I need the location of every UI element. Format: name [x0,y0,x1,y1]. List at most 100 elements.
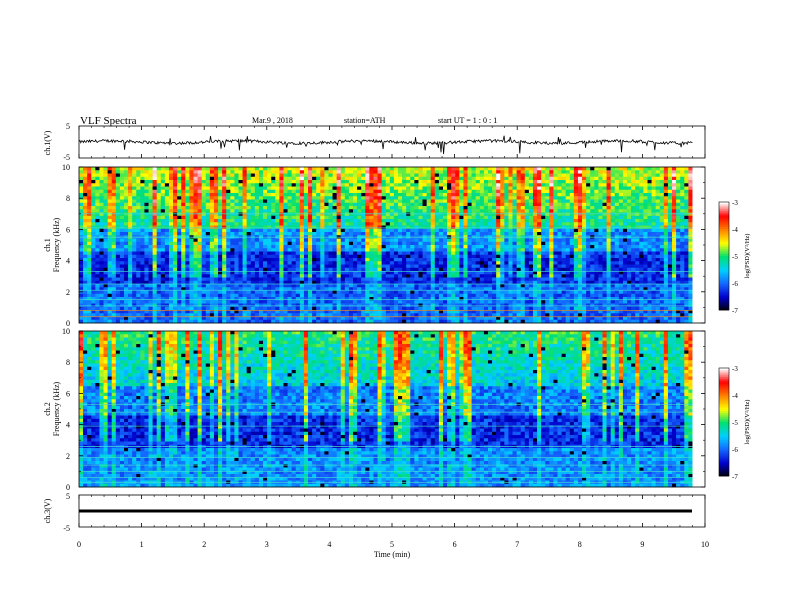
frequency-tick-label: 0 [66,319,70,328]
ch3-waveform-panel: 5 -5 ch.3(V) 0 1 2 3 4 5 6 7 8 9 10 Time (min) [43,492,709,559]
colorbar-tick-label: -3 [732,199,738,207]
colorbar-segment [719,387,729,390]
ch1-waveform-panel: 5 -5 ch.1(V) [43,122,706,162]
colorbar-segment [719,259,729,262]
colorbar-segment [719,427,729,430]
colorbar-segment [719,236,729,239]
colorbar-segment [719,207,729,210]
colorbar-segment [719,272,729,275]
colorbar-segment [719,450,729,453]
colorbar-segment [719,375,729,378]
colorbar-segment [719,438,729,441]
colorbar-segment [719,234,729,237]
colorbar-segment [719,288,729,291]
time-xlabel: Time (min) [374,550,411,559]
colorbar-segment [719,436,729,439]
colorbar-segment [719,458,729,461]
colorbar-segment [719,261,729,264]
colorbar-segment [719,270,729,273]
colorbar-segment [719,423,729,426]
colorbar-segment [719,474,729,477]
colorbar-segment [719,229,729,232]
colorbar-segment [719,266,729,269]
colorbar-segment [719,422,729,425]
colorbar-segment [719,420,729,423]
colorbar-segment [719,432,729,435]
ch3-waveform-ticks [78,495,706,527]
colorbar-segment [719,405,729,408]
colorbar-segment [719,386,729,389]
colorbar-segment [719,380,729,383]
colorbar-segment [719,304,729,307]
ch3-ytick-bottom: -5 [63,524,70,533]
colorbar-segment [719,238,729,241]
colorbar-segment [719,398,729,401]
colorbar-segment [719,414,729,417]
colorbar-segment [719,277,729,280]
ch1-colorbar: -3 -4 -5 -6 -7 log(PSD)(V²/Hz) [718,199,751,315]
frequency-tick-label: 2 [66,288,70,297]
colorbar-tick-label: -7 [732,473,738,481]
colorbar-segment [719,373,729,376]
colorbar-segment [719,218,729,221]
colorbar-segment [719,202,729,205]
ch2-colorbar: -3 -4 -5 -6 -7 log(PSD)(V²/Hz) [718,365,751,481]
colorbar-segment [719,220,729,223]
colorbar-segment [719,279,729,282]
colorbar-segment [719,295,729,298]
colorbar-tick-label: -4 [732,226,738,234]
colorbar-segment [719,250,729,253]
colorbar-segment [719,465,729,468]
colorbar-segment [719,377,729,380]
ch2-frequency-ylabel: Frequency (kHz) [52,381,61,436]
frequency-tick-label: 4 [66,257,70,266]
colorbar-tick-label: -5 [732,253,738,261]
colorbar-segment [719,467,729,470]
colorbar-segment [719,411,729,414]
colorbar-segment [719,470,729,473]
time-axis-ticklabels: 0 1 2 3 4 5 6 7 8 9 10 [77,540,709,549]
ch1-frequency-ticks: 0 2 4 6 8 10 [62,163,705,328]
colorbar-frame [718,201,730,311]
colorbar-segment [719,389,729,392]
colorbar-segment [719,447,729,450]
colorbar-segment [719,456,729,459]
colorbar-segment [719,369,729,372]
colorbar-segment [719,281,729,284]
colorbar-segment [719,468,729,471]
colorbar-tick-label: -3 [732,365,738,373]
colorbar-segment [719,454,729,457]
colorbar-segment [719,293,729,296]
ch1-spectrogram-panel: 0 2 4 6 8 10 ch.1 Frequency (kHz) -3 -4 -5 -6 -7 l… [43,163,751,328]
ch3-voltage-ylabel: ch.3(V) [43,498,52,523]
colorbar-tick-label: -4 [732,392,738,400]
colorbar-segment [719,413,729,416]
colorbar-segment [719,221,729,224]
colorbar-segment [719,299,729,302]
ch1-waveform-ticks [78,126,706,158]
frequency-tick-label: 8 [66,194,70,203]
ch2-spectrogram-image [79,331,705,488]
colorbar-segment [719,241,729,244]
ch1-frequency-ylabel: Frequency (kHz) [52,217,61,272]
colorbar-segment [719,290,729,293]
colorbar-segment [719,227,729,230]
colorbar-segment [719,306,729,309]
colorbar-segment [719,404,729,407]
colorbar-segment [719,274,729,277]
colorbar-segment [719,245,729,248]
colorbar-segment [719,407,729,410]
frequency-tick-label: 8 [66,358,70,367]
colorbar-segment [719,445,729,448]
figure-title: VLF Spectra [80,115,137,127]
colorbar-segment [719,400,729,403]
frequency-tick-label: 0 [66,483,70,492]
ch1-channel-label: ch.1 [43,238,52,252]
frequency-tick-label: 6 [66,389,70,398]
colorbar-segment [719,301,729,304]
colorbar-segment [719,443,729,446]
colorbar-segment [719,211,729,214]
colorbar-segment [719,275,729,278]
colorbar-segment [719,378,729,381]
